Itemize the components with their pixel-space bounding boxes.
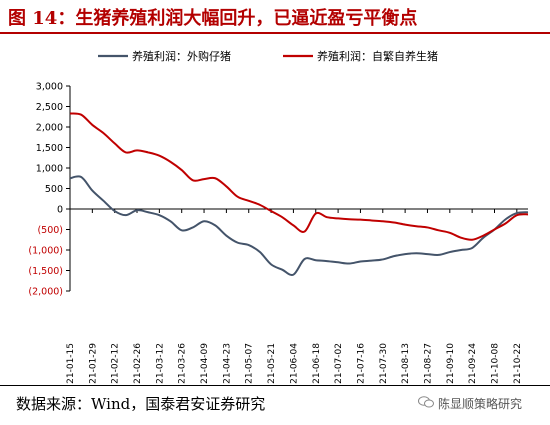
y-tick-label: 2,500: [36, 102, 63, 113]
watermark: 陈显顺策略研究: [438, 397, 523, 411]
x-tick-label: 2021-08-27: [423, 343, 433, 384]
x-tick-label: 2021-10-22: [513, 343, 523, 384]
x-tick-label: 2021-10-08: [490, 343, 500, 384]
x-tick-label: 2021-05-21: [267, 343, 277, 384]
x-tick-label: 2021-01-15: [66, 343, 76, 384]
x-tick-label: 2021-07-02: [334, 343, 344, 384]
y-tick-label: (500): [37, 225, 63, 236]
x-tick-label: 2021-03-26: [178, 343, 188, 384]
x-tick-label: 2021-02-26: [133, 343, 143, 384]
y-tick-label: 2,000: [36, 123, 63, 134]
y-tick-label: 500: [45, 184, 63, 195]
x-tick-label: 2021-06-04: [289, 343, 299, 384]
y-tick-label: 3,000: [36, 82, 63, 93]
legend-label: 养殖利润：外购仔猪: [132, 49, 231, 63]
source-note: 数据来源：Wind，国泰君安证券研究: [16, 395, 266, 413]
x-tick-label: 2021-03-12: [155, 343, 165, 384]
y-tick-label: (1,500): [28, 266, 63, 277]
title-bar: 图 14：生猪养殖利润大幅回升，已逼近盈亏平衡点: [0, 0, 550, 34]
legend-label: 养殖利润：自繁自养生猪: [317, 49, 438, 63]
x-tick-label: 2021-04-23: [222, 343, 232, 384]
y-tick-label: 1,500: [36, 143, 63, 154]
x-tick-label: 2021-02-12: [111, 343, 121, 384]
x-tick-label: 2021-08-13: [401, 343, 411, 384]
series-line: [69, 112, 529, 241]
x-tick-label: 2021-09-24: [468, 343, 478, 384]
y-tick-label: (2,000): [28, 287, 63, 298]
y-tick-label: 0: [57, 205, 63, 216]
y-tick-label: (1,000): [28, 246, 63, 257]
divider: [0, 385, 550, 386]
x-tick-label: 2021-01-29: [88, 343, 98, 384]
x-tick-label: 2021-04-09: [200, 343, 210, 384]
x-tick-label: 2021-06-18: [312, 343, 322, 384]
series-line: [69, 175, 529, 276]
page-title: 图 14：生猪养殖利润大幅回升，已逼近盈亏平衡点: [8, 8, 418, 29]
x-tick-label: 2021-07-30: [379, 343, 389, 384]
x-tick-label: 2021-09-10: [446, 343, 456, 384]
x-tick-label: 2021-05-07: [245, 343, 255, 384]
chat-bubble-icon: [418, 396, 434, 408]
y-tick-label: 1,000: [36, 164, 63, 175]
line-chart: 养殖利润：外购仔猪 养殖利润：自繁自养生猪 3,000 2,500 2,000 1,500…: [28, 49, 529, 384]
x-tick-label: 2021-07-16: [356, 343, 366, 384]
